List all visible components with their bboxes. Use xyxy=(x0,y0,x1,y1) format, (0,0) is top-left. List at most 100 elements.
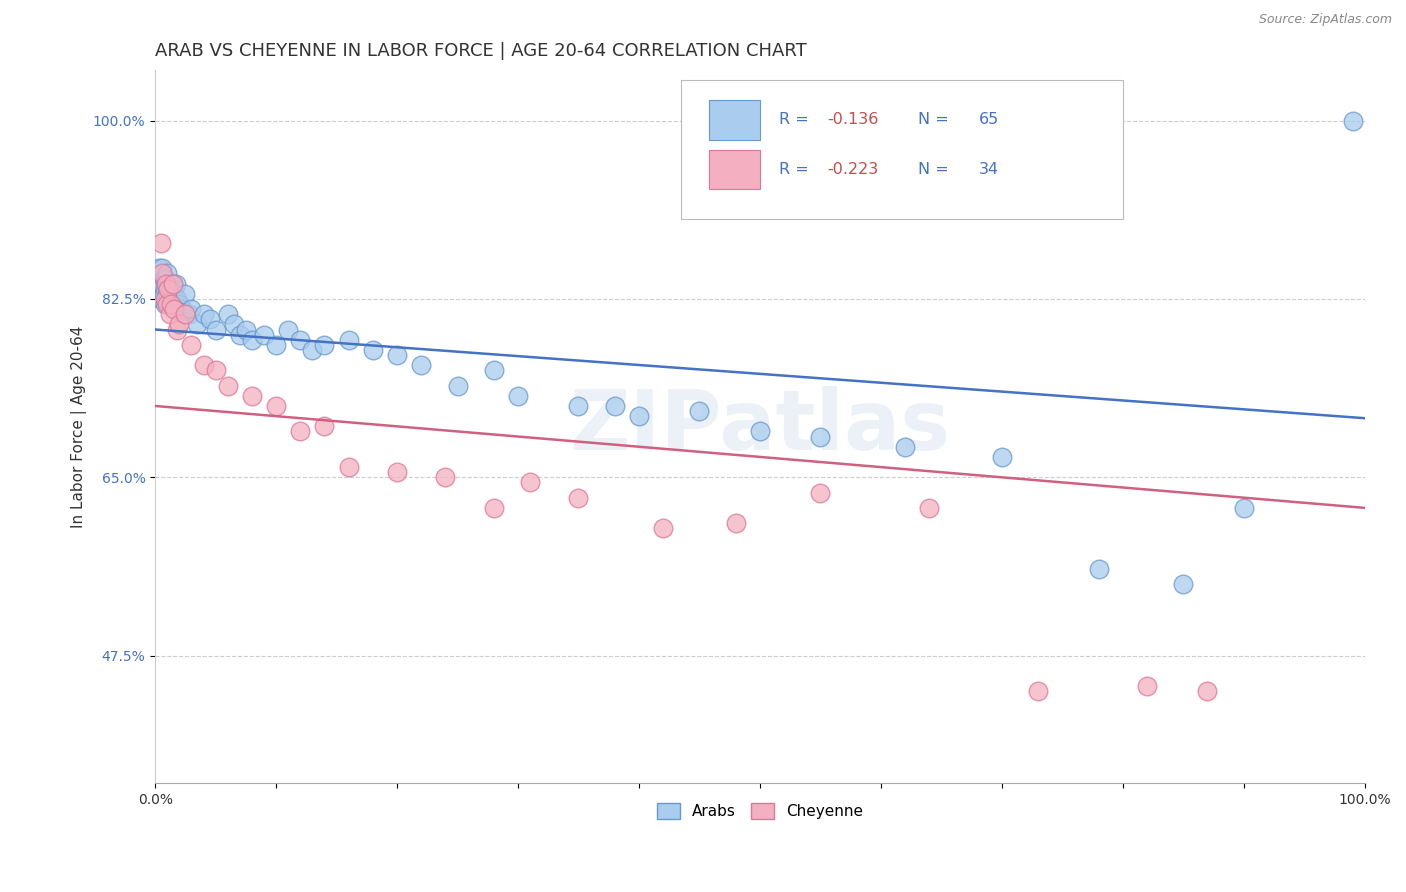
Point xyxy=(159,292,181,306)
Point xyxy=(156,267,179,281)
Point xyxy=(506,389,529,403)
Text: ARAB VS CHEYENNE IN LABOR FORCE | AGE 20-64 CORRELATION CHART: ARAB VS CHEYENNE IN LABOR FORCE | AGE 20… xyxy=(155,42,807,60)
Point xyxy=(1341,113,1364,128)
Point xyxy=(156,297,179,311)
Point xyxy=(482,500,505,515)
Point xyxy=(991,450,1014,464)
Point xyxy=(166,322,188,336)
Point xyxy=(180,338,202,352)
Point xyxy=(724,516,747,531)
Legend: Arabs, Cheyenne: Arabs, Cheyenne xyxy=(651,797,869,825)
Point xyxy=(155,277,177,291)
Point xyxy=(204,363,226,377)
Point xyxy=(361,343,384,357)
Point xyxy=(160,282,183,296)
Point xyxy=(264,338,287,352)
Point xyxy=(170,302,193,317)
Text: N =: N = xyxy=(918,112,955,127)
Point xyxy=(160,277,183,291)
Point xyxy=(1197,684,1219,698)
Point xyxy=(163,302,186,317)
Point xyxy=(337,460,360,475)
Point xyxy=(152,261,174,276)
Point xyxy=(264,399,287,413)
Point xyxy=(150,282,173,296)
Point xyxy=(240,389,263,403)
Point xyxy=(155,271,177,285)
Point xyxy=(163,282,186,296)
Point xyxy=(337,333,360,347)
Point xyxy=(627,409,650,424)
Point xyxy=(153,282,176,296)
Point xyxy=(150,292,173,306)
Point xyxy=(160,297,183,311)
Point xyxy=(148,261,170,276)
Point xyxy=(240,333,263,347)
Point xyxy=(156,292,179,306)
Text: Source: ZipAtlas.com: Source: ZipAtlas.com xyxy=(1258,13,1392,27)
Point xyxy=(567,399,589,413)
Point xyxy=(1173,577,1195,591)
Point xyxy=(235,322,257,336)
Point xyxy=(519,475,541,490)
Point xyxy=(157,282,180,296)
Point xyxy=(162,277,184,291)
Point xyxy=(290,425,312,439)
Point xyxy=(808,429,831,443)
Point xyxy=(174,286,197,301)
Point xyxy=(918,500,941,515)
Point xyxy=(217,378,239,392)
Point xyxy=(253,327,276,342)
Point xyxy=(894,440,917,454)
Point xyxy=(149,277,172,291)
Point xyxy=(153,292,176,306)
Point xyxy=(482,363,505,377)
Point xyxy=(314,419,336,434)
Point xyxy=(411,358,433,372)
Point xyxy=(217,307,239,321)
Point xyxy=(290,333,312,347)
Point xyxy=(193,358,215,372)
Point xyxy=(177,307,200,321)
Point xyxy=(1087,562,1109,576)
Point xyxy=(222,318,245,332)
Point xyxy=(277,322,299,336)
Point xyxy=(165,277,187,291)
Point xyxy=(603,399,626,413)
Text: 34: 34 xyxy=(979,162,1000,177)
Point xyxy=(152,267,174,281)
Point xyxy=(808,485,831,500)
Point xyxy=(153,297,176,311)
Y-axis label: In Labor Force | Age 20-64: In Labor Force | Age 20-64 xyxy=(72,326,87,527)
Point xyxy=(186,318,208,332)
Point xyxy=(1233,500,1256,515)
Point xyxy=(169,318,191,332)
Point xyxy=(162,286,184,301)
Point xyxy=(301,343,323,357)
Point xyxy=(688,404,710,418)
FancyBboxPatch shape xyxy=(709,100,759,139)
Point xyxy=(1136,679,1159,693)
Point xyxy=(169,297,191,311)
Point xyxy=(198,312,221,326)
Text: 65: 65 xyxy=(979,112,1000,127)
Point xyxy=(652,521,675,535)
Point xyxy=(193,307,215,321)
Point xyxy=(567,491,589,505)
Point xyxy=(1026,684,1049,698)
Text: ZIPatlas: ZIPatlas xyxy=(569,386,950,467)
FancyBboxPatch shape xyxy=(709,150,759,189)
Point xyxy=(152,277,174,291)
Text: R =: R = xyxy=(779,112,814,127)
Point xyxy=(314,338,336,352)
Point xyxy=(157,286,180,301)
Text: R =: R = xyxy=(779,162,814,177)
Point xyxy=(152,271,174,285)
Point xyxy=(155,277,177,291)
Point xyxy=(204,322,226,336)
Text: -0.136: -0.136 xyxy=(828,112,879,127)
Point xyxy=(180,302,202,317)
Point xyxy=(748,425,770,439)
Point xyxy=(229,327,252,342)
FancyBboxPatch shape xyxy=(682,80,1123,219)
